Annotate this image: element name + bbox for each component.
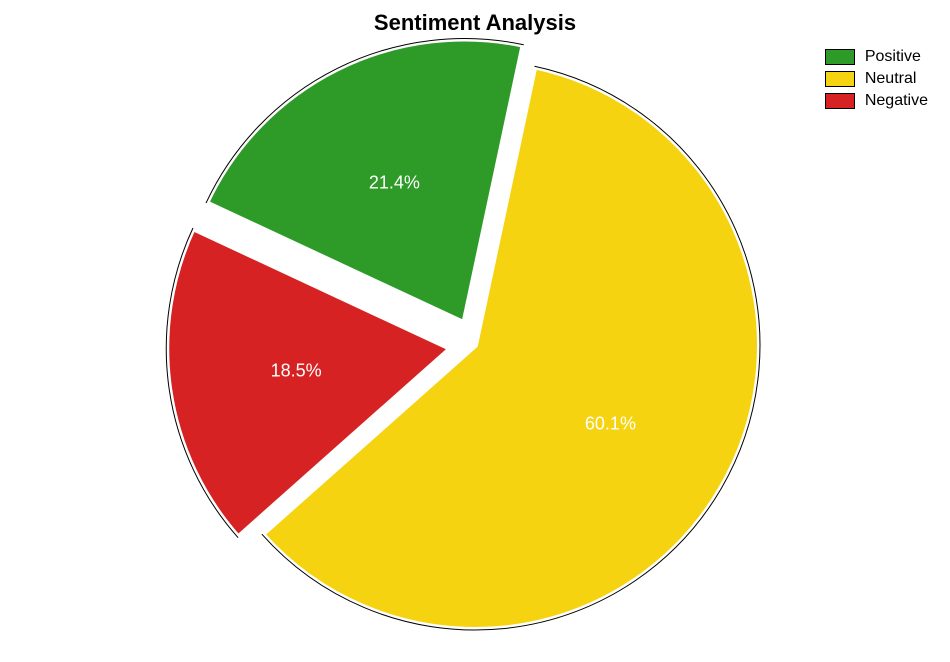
legend-label: Neutral <box>865 70 917 88</box>
legend-item-neutral: Neutral <box>825 70 928 88</box>
slice-label-neutral: 60.1% <box>585 413 636 434</box>
legend-label: Positive <box>865 48 921 66</box>
legend-item-negative: Negative <box>825 92 928 110</box>
legend-swatch <box>825 93 855 109</box>
legend-swatch <box>825 71 855 87</box>
slice-label-negative: 18.5% <box>271 361 322 382</box>
legend-item-positive: Positive <box>825 48 928 66</box>
slice-label-positive: 21.4% <box>369 173 420 194</box>
legend: Positive Neutral Negative <box>825 48 928 114</box>
legend-swatch <box>825 49 855 65</box>
pie-chart <box>0 0 950 662</box>
legend-label: Negative <box>865 92 928 110</box>
